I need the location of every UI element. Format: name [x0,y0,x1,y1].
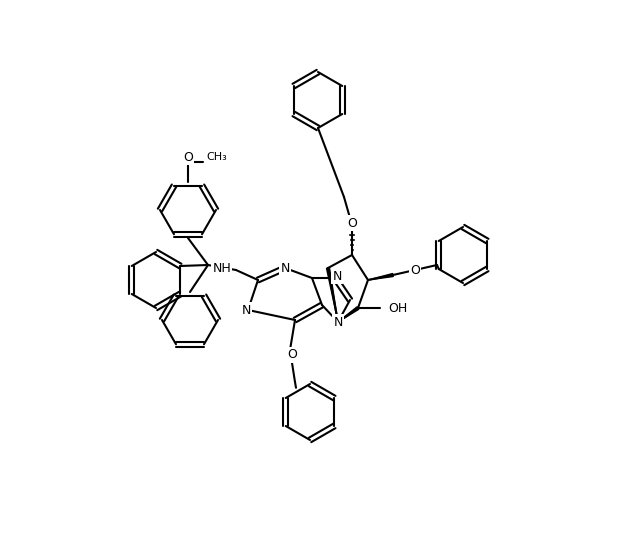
Text: NH: NH [212,261,231,275]
Text: N: N [281,261,290,275]
Polygon shape [338,307,359,322]
Polygon shape [368,274,393,280]
Text: O: O [347,216,357,230]
Text: N: N [333,315,343,329]
Text: O: O [183,151,193,163]
Text: O: O [410,264,420,276]
Text: N: N [332,270,342,282]
Text: OH: OH [388,301,407,315]
Text: CH₃: CH₃ [206,152,227,162]
Polygon shape [326,268,338,322]
Text: N: N [241,304,251,316]
Text: O: O [287,349,297,361]
